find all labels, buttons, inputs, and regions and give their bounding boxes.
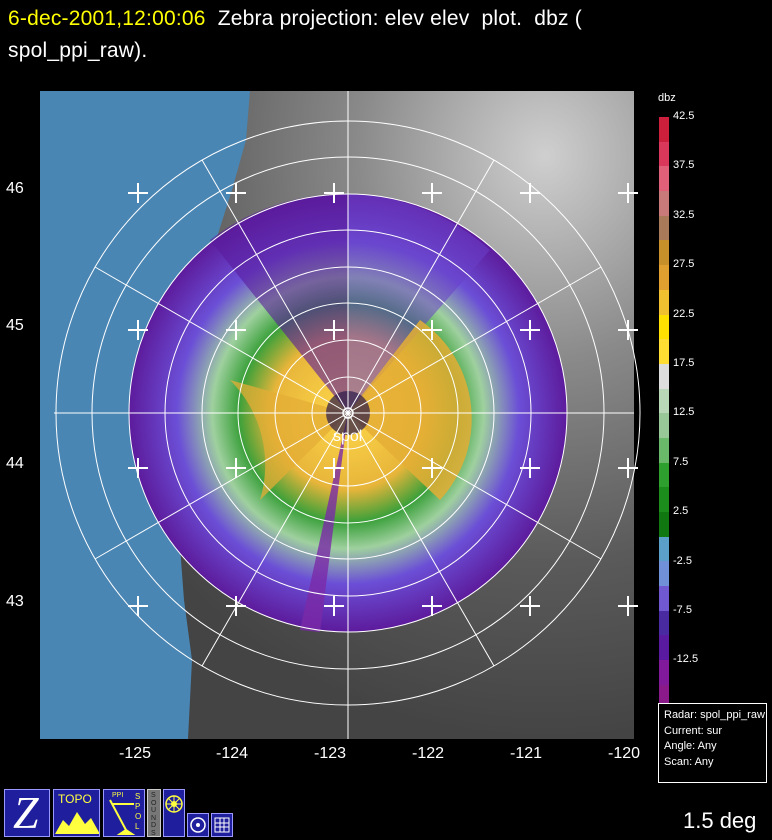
colorbar-tick-label: 32.5: [673, 208, 695, 221]
topo-icon-label: TOPO: [58, 792, 92, 806]
ppi-icon-label: PPI: [112, 792, 124, 799]
colorbar-swatch: [659, 191, 669, 216]
colorbar-tick-label: -12.5: [673, 653, 699, 666]
lat-label-44: 44: [6, 455, 24, 472]
plot-timestamp: 6-dec-2001,12:00:06: [8, 7, 206, 30]
lon-label-125: -125: [119, 745, 152, 762]
colorbar-swatch: [659, 512, 669, 537]
colorbar-swatch: [659, 561, 669, 587]
colorbar-tick-label: 2.5: [673, 505, 689, 518]
colorbar-tick-label: -7.5: [673, 604, 692, 616]
colorbar-tick-label: 22.5: [673, 307, 695, 320]
zebra-icon[interactable]: Z: [4, 789, 50, 837]
colorbar-swatch: [659, 684, 669, 710]
ppi-icon[interactable]: PPI S P O L: [103, 789, 145, 837]
grid-glyph: [214, 817, 230, 833]
lat-label-45: 45: [6, 317, 24, 334]
echo-core-west: [230, 380, 348, 500]
colorbar-tick-label: 7.5: [673, 455, 689, 468]
colorbar-swatch: [659, 339, 669, 364]
target-icon[interactable]: [187, 813, 209, 837]
target-glyph: [190, 817, 206, 833]
elevation-angle: 1.5 deg: [683, 808, 757, 833]
colorbar-swatch: [659, 141, 669, 167]
lon-label-120: -120: [608, 745, 641, 762]
wheel-glyph: [165, 795, 183, 813]
colorbar-swatch: [659, 586, 669, 611]
range-spokes: [54, 91, 634, 739]
radar-dish-icon: [109, 799, 136, 835]
colorbar-swatch: [659, 660, 669, 685]
lon-label-123: -123: [314, 745, 347, 762]
colorbar-tick-label: 42.5: [673, 110, 695, 122]
colorbar-swatch: [659, 487, 669, 512]
colorbar-swatch: [659, 117, 669, 142]
colorbar-title: dbz: [658, 92, 676, 104]
echo-quadrant-nw: [210, 193, 348, 413]
info-current: Current: sur: [664, 724, 723, 737]
echo-quadrant-north: [348, 194, 490, 413]
colorbar-swatch: [659, 314, 669, 340]
colorbar-swatch: [659, 289, 669, 315]
colorbar-swatch: [659, 462, 669, 488]
colorbar-swatch: [659, 536, 669, 562]
info-angle: Angle: Any: [664, 740, 717, 752]
colorbar-swatch: [659, 388, 669, 414]
wheel-icon[interactable]: [163, 789, 185, 837]
echo-core-east: [348, 320, 472, 500]
lat-label-46: 46: [6, 180, 24, 197]
colorbar-swatch: [659, 437, 669, 463]
info-radar: Radar: spol_ppi_raw: [664, 709, 765, 721]
colorbar-swatch: [659, 166, 669, 192]
latlon-crosses: [128, 183, 638, 616]
radar-site-marker: [342, 407, 354, 419]
zebra-icon-label: Z: [13, 789, 39, 837]
colorbar: [659, 117, 669, 710]
sounds-icon-label: SOUNDS: [151, 792, 157, 837]
mountain-icon: [55, 812, 99, 834]
colorbar-swatch: [659, 240, 669, 266]
sounds-icon[interactable]: SOUNDS: [147, 789, 161, 837]
info-scan: Scan: Any: [664, 755, 714, 768]
lon-label-121: -121: [510, 745, 543, 762]
plot-title-line2: spol_ppi_raw).: [8, 39, 148, 62]
colorbar-swatch: [659, 413, 669, 438]
lat-label-43: 43: [6, 593, 24, 610]
colorbar-tick-label: 27.5: [673, 258, 695, 271]
plot-title-text: Zebra projection: elev elev plot. dbz (: [205, 7, 582, 30]
plot-title: 6-dec-2001,12:00:06 Zebra projection: el…: [8, 3, 768, 67]
colorbar-swatch: [659, 635, 669, 661]
lon-label-124: -124: [216, 745, 249, 762]
colorbar-tick-label: 12.5: [673, 406, 695, 419]
colorbar-swatch: [659, 215, 669, 241]
colorbar-tick-label: 37.5: [673, 159, 695, 172]
grid-icon[interactable]: [211, 813, 233, 837]
topo-icon[interactable]: TOPO: [53, 789, 100, 837]
spol-icon-label: S P O L: [135, 792, 142, 831]
radar-site-label: spol: [333, 428, 362, 445]
colorbar-swatch: [659, 363, 669, 389]
colorbar-tick-label: 17.5: [673, 357, 695, 369]
colorbar-tick-label: -2.5: [673, 554, 692, 567]
colorbar-swatch: [659, 610, 669, 636]
colorbar-swatch: [659, 265, 669, 290]
lon-label-122: -122: [412, 745, 445, 762]
overlay-info-box[interactable]: Radar: spol_ppi_raw Current: sur Angle: …: [658, 703, 767, 783]
